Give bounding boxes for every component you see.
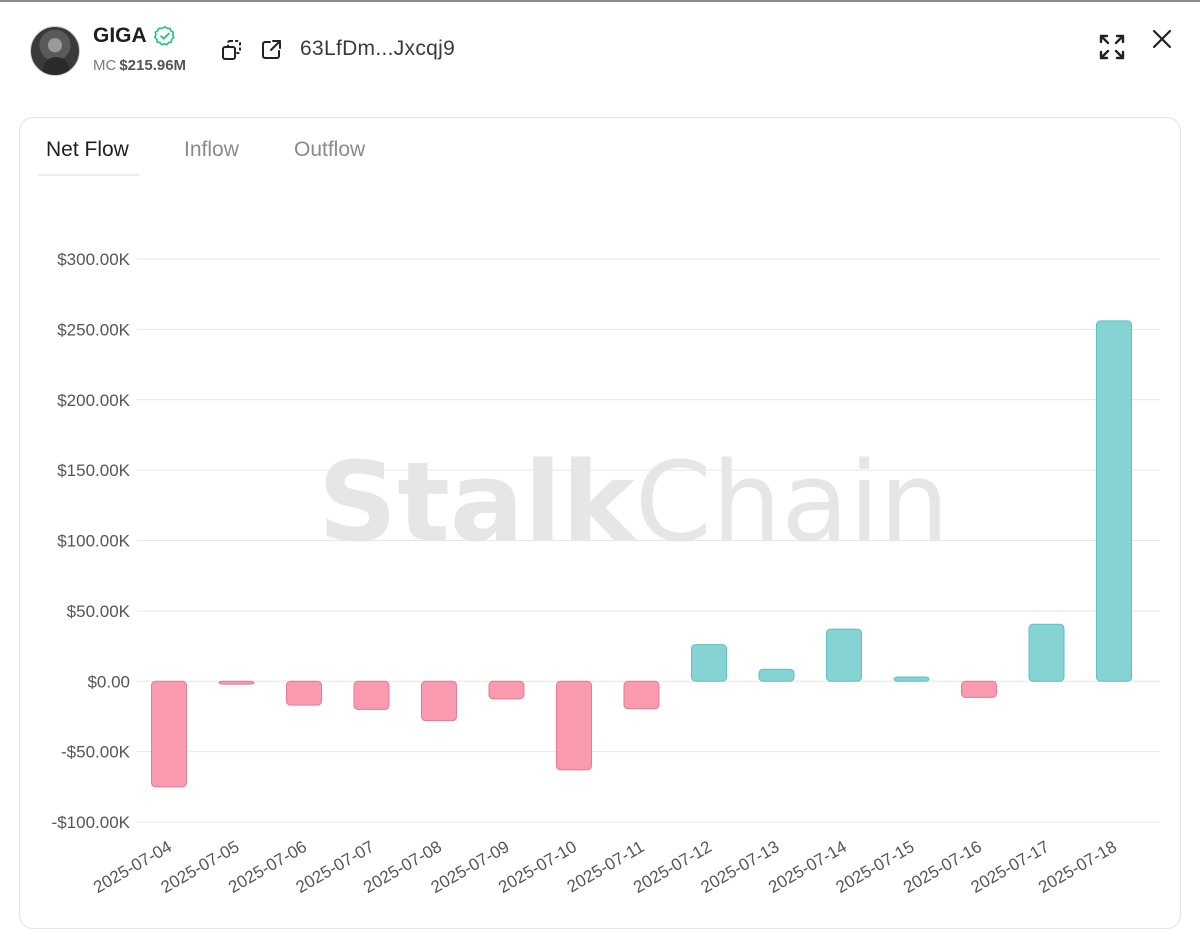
bar-2025-07-13[interactable]: [758, 668, 795, 682]
y-tick-label: $0.00: [87, 672, 130, 691]
watermark-light: Chain: [635, 438, 949, 566]
verified-check-icon: [154, 26, 175, 46]
bar-2025-07-14[interactable]: [826, 628, 862, 682]
token-avatar: [30, 26, 80, 76]
expand-icon[interactable]: [1098, 33, 1126, 61]
watermark-bold: Stalk: [318, 438, 638, 566]
top-rule: [0, 0, 1200, 2]
y-tick-label: $250.00K: [57, 320, 130, 339]
bar-2025-07-06[interactable]: [286, 680, 322, 706]
header: GIGA MC $215.96M 63LfDm...Jxcqj9: [0, 0, 1200, 100]
tab-outflow[interactable]: Outflow: [294, 138, 366, 161]
grid-lines: [137, 258, 1160, 823]
y-tick-label: $200.00K: [57, 391, 130, 410]
y-tick-label: -$100.00K: [52, 813, 131, 832]
bar-2025-07-05[interactable]: [218, 680, 255, 685]
close-icon[interactable]: [1150, 27, 1174, 51]
bar-2025-07-07[interactable]: [353, 680, 390, 710]
y-tick-label: $150.00K: [57, 461, 130, 480]
tab-net-flow[interactable]: Net Flow: [46, 138, 129, 161]
token-address[interactable]: 63LfDm...Jxcqj9: [300, 37, 456, 60]
y-tick-label: $50.00K: [67, 602, 131, 621]
bars: [151, 320, 1132, 788]
active-tab-underline: [38, 174, 139, 176]
external-link-icon[interactable]: [259, 38, 283, 62]
market-cap-value: $215.96M: [119, 57, 187, 74]
bar-2025-07-04[interactable]: [151, 680, 187, 788]
copy-icon[interactable]: [220, 38, 244, 62]
bar-2025-07-10[interactable]: [556, 680, 592, 771]
bar-2025-07-15[interactable]: [893, 676, 930, 682]
x-axis-labels: 2025-07-042025-07-052025-07-062025-07-07…: [90, 837, 1120, 897]
chart-card: Net Flow Inflow Outflow: [19, 117, 1181, 929]
watermark: StalkChain: [318, 438, 949, 566]
market-cap-label: MC: [93, 57, 117, 74]
bar-2025-07-18[interactable]: [1096, 320, 1132, 682]
bar-2025-07-17[interactable]: [1028, 623, 1065, 682]
y-tick-label: $300.00K: [57, 250, 130, 269]
y-tick-label: -$50.00K: [61, 743, 131, 762]
bar-2025-07-11[interactable]: [623, 680, 660, 710]
market-cap: MC $215.96M: [93, 57, 186, 74]
bar-2025-07-16[interactable]: [961, 680, 997, 698]
bar-2025-07-12[interactable]: [691, 644, 727, 682]
bar-2025-07-08[interactable]: [421, 680, 457, 722]
y-tick-label: $100.00K: [57, 532, 130, 551]
token-name: GIGA: [93, 24, 147, 47]
y-axis-ticks: $300.00K $250.00K $200.00K $150.00K $100.00K…: [52, 250, 131, 832]
tab-inflow[interactable]: Inflow: [184, 138, 239, 161]
bar-2025-07-09[interactable]: [488, 680, 525, 700]
